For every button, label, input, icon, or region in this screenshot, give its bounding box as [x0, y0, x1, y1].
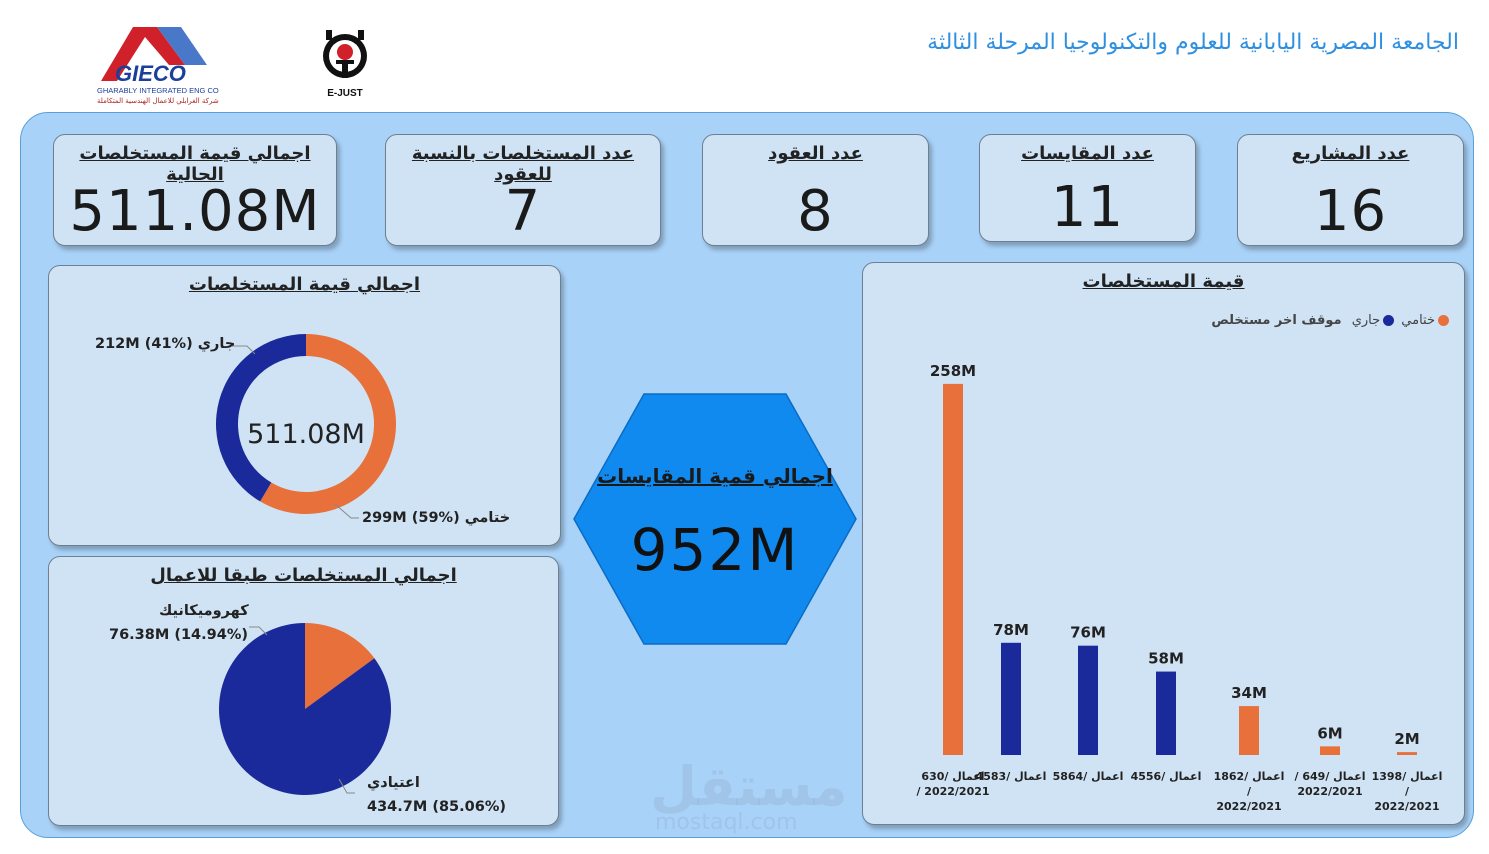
pie-label-electro-value: 76.38M (14.94%)	[109, 627, 248, 643]
hexagon-title: اجمالي قمية المقايسات	[597, 464, 833, 488]
donut-label-final: 299M (59%) ختامي	[362, 510, 511, 526]
bar-chart-card: قيمة المستخلصات ختامي جاري موقف اخر مستخ…	[862, 262, 1465, 825]
kpi-boq-value: 11	[1050, 175, 1125, 240]
boq-total-hexagon: اجمالي قمية المقايسات 952M	[572, 392, 858, 646]
watermark-domain: mostaql.com	[655, 810, 798, 835]
legend-final-dot	[1438, 315, 1449, 326]
bar-value-label-3: 58M	[1148, 650, 1184, 668]
bar-chart-legend: ختامي جاري موقف اخر مستخلص	[1211, 313, 1452, 328]
gieco-logo: GIECO GHARABLY INTEGRATED ENG CO شركة ال…	[95, 25, 235, 105]
hexagon-value: 952M	[630, 516, 800, 584]
bar-3[interactable]	[1156, 671, 1176, 755]
donut-title: اجمالي قيمة المستخلصات	[188, 274, 421, 295]
kpi-invoices-per-contract-value: 7	[504, 179, 542, 244]
bar-category-label-6-1: /	[1405, 785, 1410, 798]
pie-title: اجمالي المستخلصات طبقا للاعمال	[150, 565, 457, 586]
legend-running-dot	[1383, 315, 1395, 326]
bar-1[interactable]	[1001, 642, 1021, 755]
legend-running-label: جاري	[1351, 313, 1381, 328]
kpi-invoices-per-contract-card: عدد المستخلصات بالنسبة للعقود 7	[385, 134, 661, 246]
bar-6[interactable]	[1397, 752, 1417, 755]
bar-value-label-6: 2M	[1394, 730, 1419, 748]
donut-card: اجمالي قيمة المستخلصات 511.08M 212M (41%…	[48, 265, 561, 546]
bar-category-label-0-0: اعمال /630	[921, 770, 984, 783]
pie-label-normal-value: 434.7M (85.06%)	[367, 799, 506, 815]
kpi-total-invoices-title: اجمالي قيمة المستخلصات الحالية	[79, 143, 311, 185]
bar-value-label-1: 78M	[993, 621, 1029, 639]
bar-category-label-3-0: اعمال /4556	[1131, 770, 1202, 783]
svg-text:E-JUST: E-JUST	[327, 88, 363, 99]
donut-label-running: 212M (41%) جاري	[95, 336, 236, 352]
bar-category-label-6-2: 2022/2021	[1374, 800, 1439, 813]
bar-category-label-5-0: اعمال /649 /	[1294, 770, 1365, 783]
bar-value-label-2: 76M	[1070, 624, 1106, 642]
svg-text:شركة الغرابلي للاعمال الهندسية: شركة الغرابلي للاعمال الهندسية المتكاملة	[97, 97, 219, 105]
pie-card: اجمالي المستخلصات طبقا للاعمال كهروميكان…	[48, 556, 559, 826]
watermark: مستقل	[650, 755, 848, 818]
bar-category-label-4-1: /	[1247, 785, 1252, 798]
kpi-projects-title: عدد المشاريع	[1291, 143, 1410, 164]
bar-category-label-1-0: اعمال /4583	[976, 770, 1047, 783]
bar-value-label-4: 34M	[1231, 684, 1267, 702]
bar-5[interactable]	[1320, 746, 1340, 755]
legend-final-label: ختامي	[1401, 313, 1435, 328]
pie-label-electro-name: كهروميكانيك	[159, 603, 249, 619]
kpi-contracts-value: 8	[797, 179, 834, 244]
legend-item-running: جاري	[1352, 313, 1397, 328]
kpi-total-invoices-card: اجمالي قيمة المستخلصات الحالية 511.08M	[53, 134, 337, 246]
page-title: الجامعة المصرية اليابانية للعلوم والتكنو…	[927, 30, 1459, 55]
ejust-logo: E-JUST	[318, 28, 372, 100]
svg-text:GIECO: GIECO	[115, 61, 186, 86]
bar-category-label-2-0: اعمال /5864	[1053, 770, 1124, 783]
donut-center-value: 511.08M	[247, 419, 365, 450]
kpi-contracts-title: عدد العقود	[768, 143, 863, 164]
kpi-projects-card: عدد المشاريع 16	[1237, 134, 1464, 246]
legend-title: موقف اخر مستخلص	[1211, 313, 1342, 328]
legend-item-final: ختامي	[1401, 313, 1452, 328]
kpi-projects-value: 16	[1313, 179, 1388, 244]
bar-4[interactable]	[1239, 706, 1259, 755]
donut-slice-1[interactable]	[216, 334, 306, 502]
svg-text:GHARABLY INTEGRATED ENG CO: GHARABLY INTEGRATED ENG CO	[97, 86, 219, 95]
pie-slice-0[interactable]	[305, 623, 375, 709]
bar-chart-title: قيمة المستخلصات	[1082, 271, 1245, 292]
bar-value-label-0: 258M	[930, 362, 976, 380]
bar-category-label-6-0: اعمال /1398	[1372, 770, 1443, 783]
bar-2[interactable]	[1078, 645, 1098, 755]
donut-slice-0[interactable]	[260, 334, 396, 514]
donut-chart: 511.08M	[216, 334, 396, 519]
kpi-boq-card: عدد المقايسات 11	[979, 134, 1196, 242]
bar-category-label-4-2: 2022/2021	[1216, 800, 1281, 813]
pie-chart	[218, 623, 391, 795]
bar-category-label-0-1: 2022/2021 /	[916, 785, 989, 798]
kpi-invoices-per-contract-title: عدد المستخلصات بالنسبة للعقود	[411, 143, 635, 185]
kpi-boq-title: عدد المقايسات	[1021, 143, 1154, 164]
pie-label-normal-name: اعتيادي	[367, 775, 420, 791]
kpi-contracts-card: عدد العقود 8	[702, 134, 929, 246]
kpi-total-invoices-value: 511.08M	[69, 179, 321, 244]
bar-value-label-5: 6M	[1317, 724, 1342, 742]
bar-category-label-4-0: اعمال /1862	[1214, 770, 1285, 783]
bar-chart: 258M اعمال /630 2022/2021 / 78M اعمال /4583 7…	[916, 362, 1443, 813]
bar-category-label-5-1: 2022/2021	[1297, 785, 1362, 798]
pie-slice-1[interactable]	[218, 623, 391, 795]
bar-0[interactable]	[943, 383, 963, 755]
